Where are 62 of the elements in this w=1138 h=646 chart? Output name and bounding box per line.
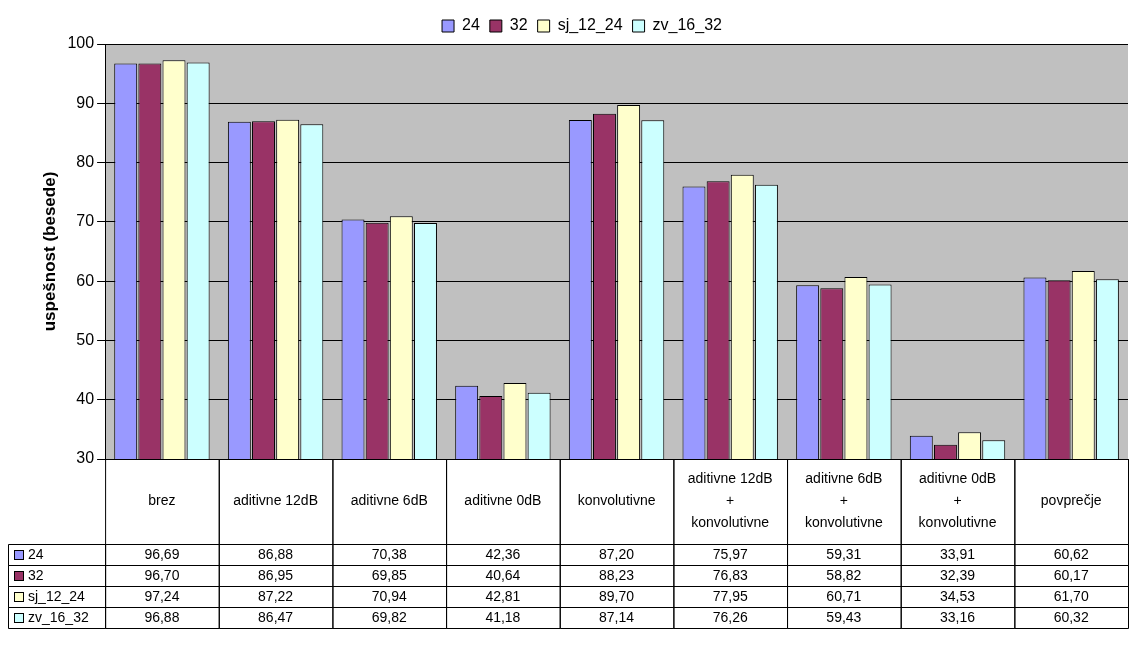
- data-label: 76,83: [712, 567, 748, 584]
- data-label: 86,95: [258, 567, 294, 584]
- text: 32: [28, 567, 44, 584]
- x-tick-label: aditivne 0dB: [464, 492, 542, 509]
- x-tick-label: aditivne 6dB: [350, 492, 428, 509]
- data-label: 75,97: [712, 546, 748, 563]
- legend-label: sj_12_24: [557, 16, 623, 35]
- y-tick-label: 40: [76, 390, 95, 408]
- data-label: 40,64: [485, 567, 521, 584]
- data-label: 70,38: [371, 546, 407, 563]
- data-label: 87,20: [599, 546, 635, 563]
- data-label: 97,24: [144, 588, 180, 605]
- legend-label: zv_16_32: [652, 16, 723, 35]
- data-label: 96,70: [144, 567, 180, 584]
- data-label: 96,88: [144, 609, 180, 626]
- x-tick-label: povprečje: [1040, 492, 1102, 509]
- data-label: 60,32: [1053, 609, 1089, 626]
- data-label: 88,23: [599, 567, 635, 584]
- data-label: 69,85: [371, 567, 407, 584]
- data-label: 86,47: [258, 609, 294, 626]
- x-tick-label: aditivne 12dB + konvolutivne: [687, 470, 773, 531]
- legend-label: 32: [509, 16, 528, 34]
- text: 24: [28, 546, 44, 563]
- data-label: 70,94: [371, 588, 407, 605]
- data-label: 58,82: [826, 567, 862, 584]
- x-tick-label: aditivne 12dB: [233, 492, 318, 509]
- data-label: 60,71: [826, 588, 862, 605]
- y-tick-label: 70: [76, 212, 95, 230]
- x-tick-label: aditivne 6dB + konvolutivne: [804, 470, 883, 531]
- data-label: 41,18: [485, 609, 521, 626]
- data-label: 87,22: [258, 588, 294, 605]
- y-tick-label: 30: [76, 449, 95, 467]
- data-label: 60,17: [1053, 567, 1089, 584]
- data-label: 61,70: [1053, 588, 1089, 605]
- data-label: 86,88: [258, 546, 294, 563]
- y-tick-label: 60: [76, 271, 95, 289]
- data-label: 60,62: [1053, 546, 1089, 563]
- y-tick-label: 90: [76, 93, 95, 111]
- data-label: 77,95: [712, 588, 748, 605]
- data-label: 89,70: [599, 588, 635, 605]
- data-label: 33,16: [939, 609, 976, 626]
- data-label: 96,69: [144, 546, 180, 563]
- y-axis-title: uspešnost (besede): [39, 171, 59, 332]
- y-tick-label: 80: [76, 152, 95, 170]
- data-label: 87,14: [599, 609, 635, 626]
- data-label: 76,26: [712, 609, 748, 626]
- data-label: 32,39: [939, 567, 976, 584]
- y-tick-label: 100: [67, 34, 95, 52]
- data-label: 34,53: [939, 588, 976, 605]
- data-label: 33,91: [939, 546, 976, 563]
- x-tick-label: brez: [148, 492, 176, 509]
- data-label: 59,31: [826, 546, 862, 563]
- text: zv_16_32: [28, 609, 89, 626]
- data-label: 42,36: [485, 546, 521, 563]
- text: sj_12_24: [28, 588, 85, 605]
- data-label: 42,81: [485, 588, 521, 605]
- legend-label: 24: [462, 16, 480, 34]
- y-tick-label: 50: [76, 330, 95, 348]
- x-tick-label: aditivne 0dB + konvolutivne: [918, 470, 997, 531]
- x-tick-label: konvolutivne: [577, 492, 656, 509]
- data-label: 69,82: [371, 609, 407, 626]
- data-label: 59,43: [826, 609, 862, 626]
